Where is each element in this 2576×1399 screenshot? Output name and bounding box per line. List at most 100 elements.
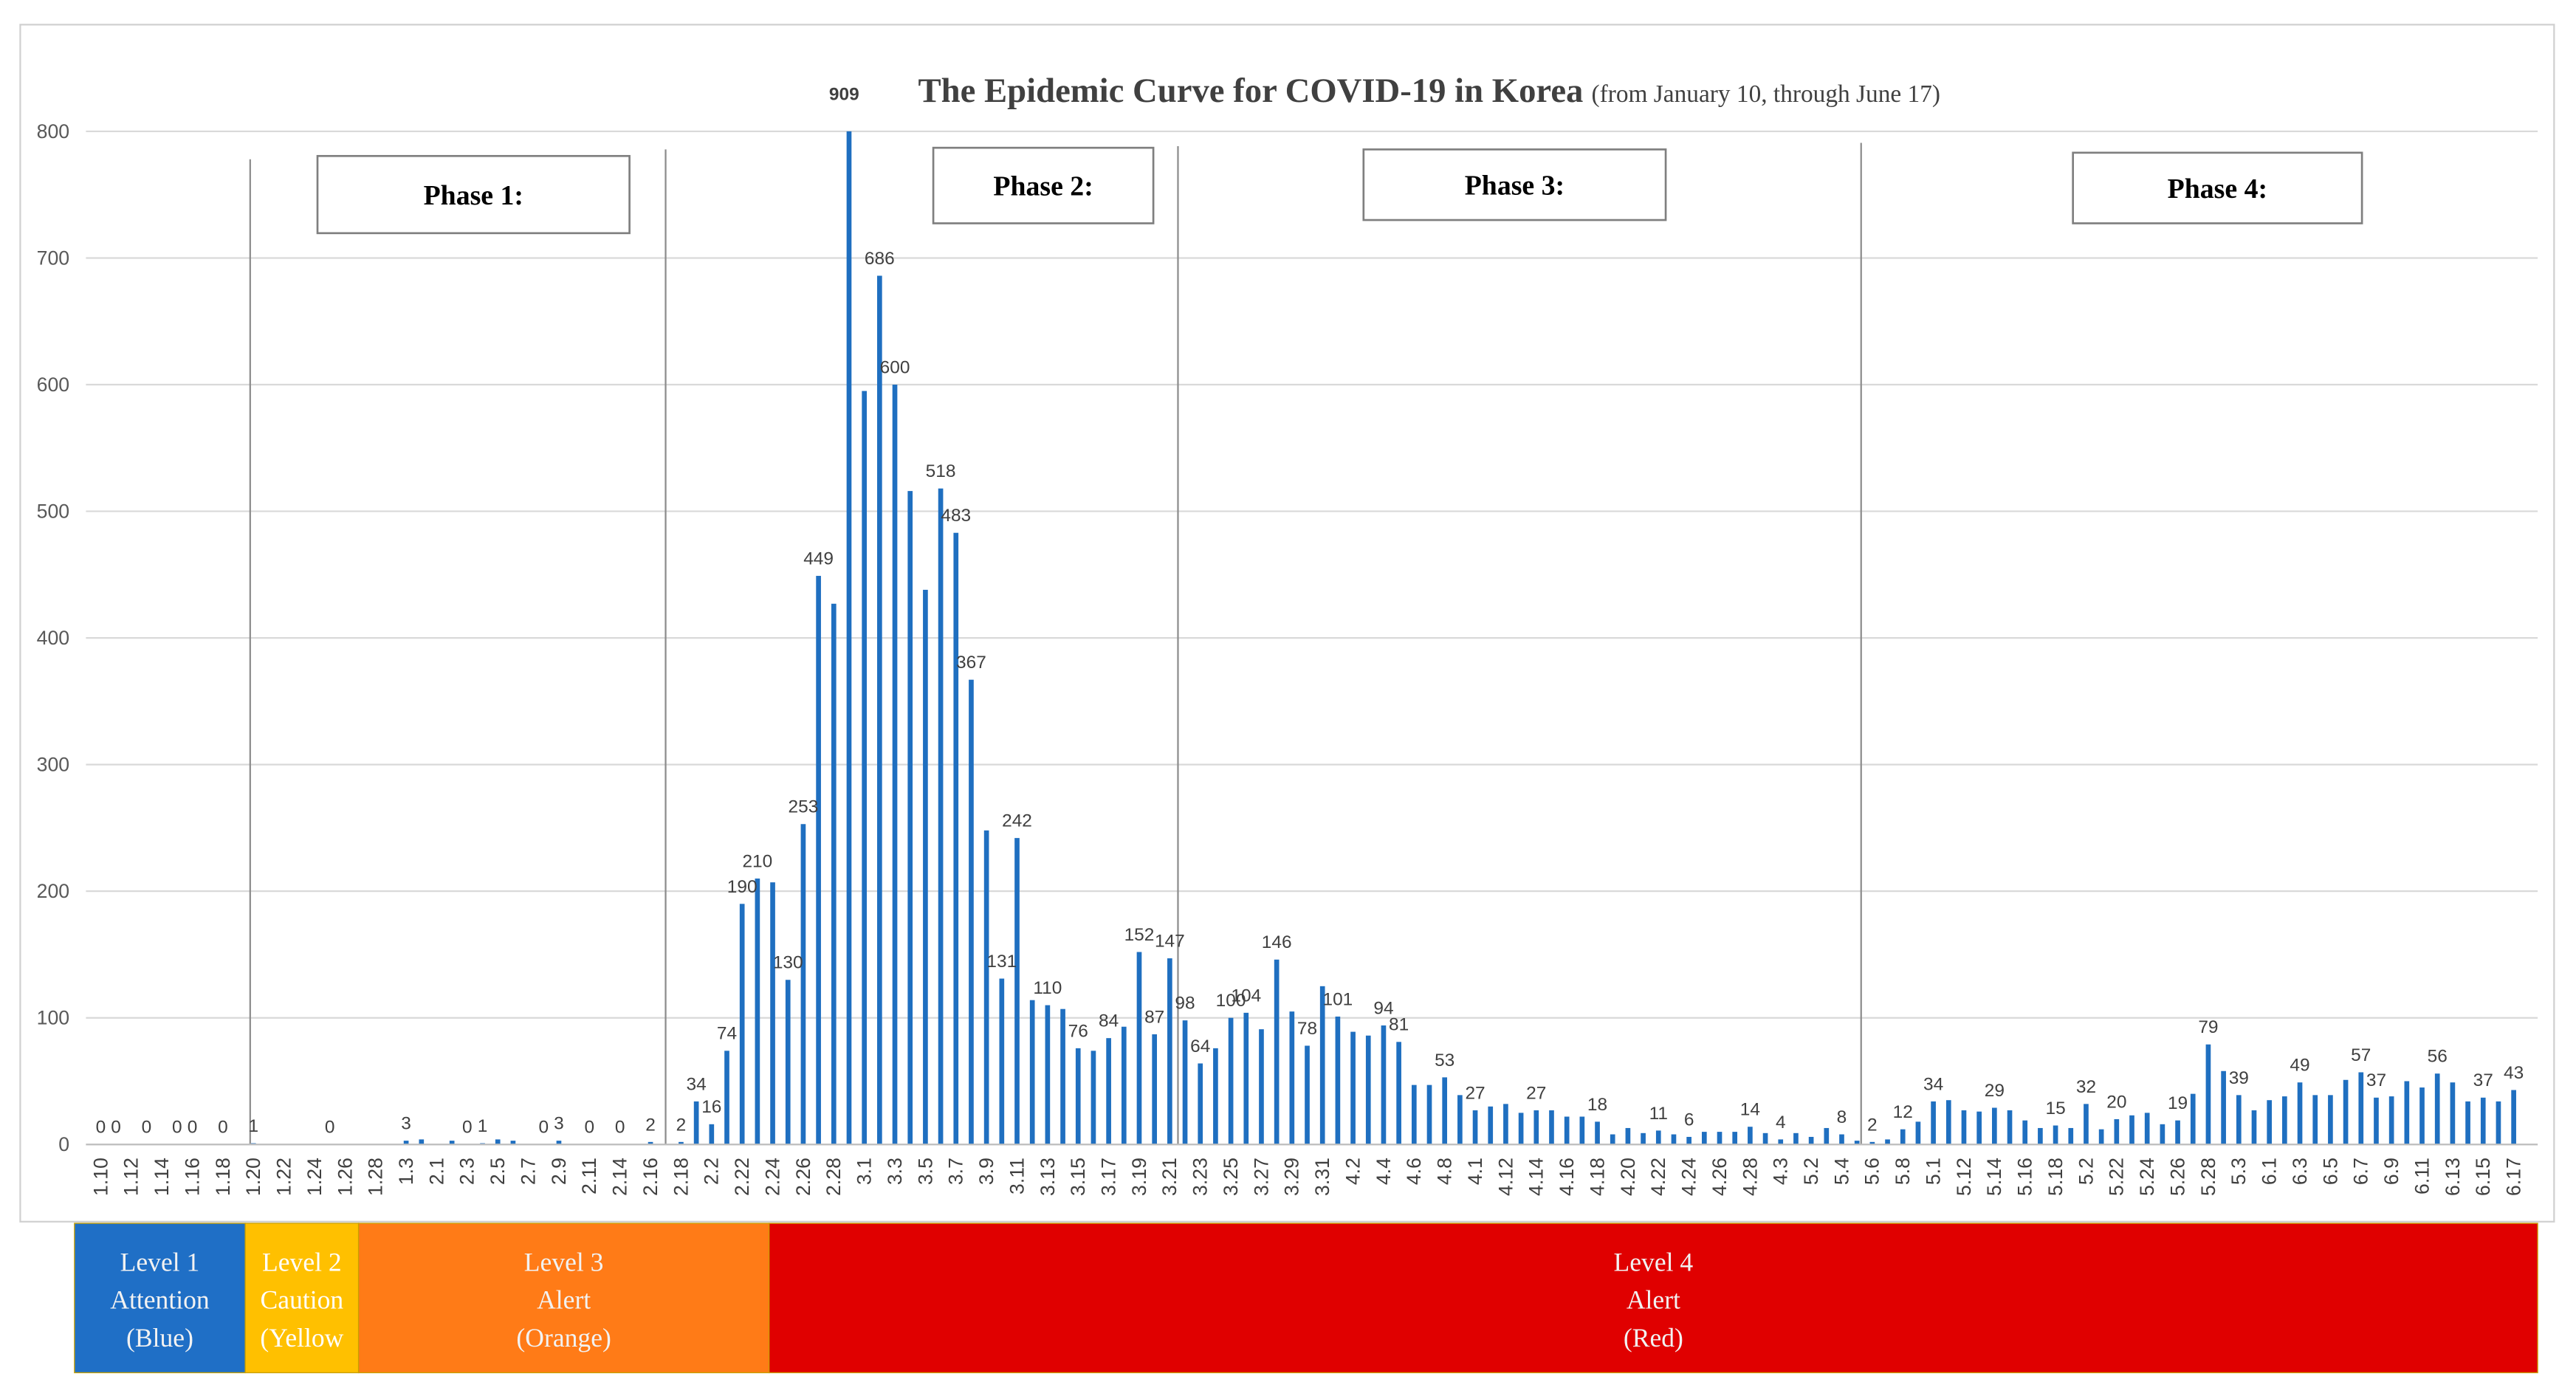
- bar: [1717, 1132, 1723, 1145]
- x-tick-label: 4.22: [1647, 1158, 1669, 1196]
- bar: [1686, 1136, 1691, 1145]
- value-label: 0: [188, 1118, 198, 1138]
- value-label: 56: [2428, 1047, 2448, 1067]
- value-label: 4: [1776, 1113, 1786, 1132]
- x-tick-label: 4.16: [1556, 1158, 1578, 1196]
- bar: [846, 131, 852, 1145]
- bar: [2496, 1101, 2501, 1145]
- value-label: 11: [1649, 1104, 1668, 1124]
- y-tick-label: 800: [37, 120, 70, 142]
- chart-subtitle: (from January 10, through June 17): [1592, 80, 1941, 108]
- alert-level: [768, 1223, 2538, 1374]
- phase-label: Phase 2:: [993, 171, 1093, 202]
- bar: [1182, 1020, 1188, 1145]
- x-tick-label: 2.24: [761, 1158, 783, 1196]
- bar: [2358, 1072, 2364, 1145]
- bar: [419, 1139, 425, 1145]
- x-tick-label: 2.26: [792, 1158, 814, 1196]
- alert-level-text: (Blue): [126, 1323, 193, 1352]
- bar: [1869, 1141, 1875, 1145]
- value-label: 2: [1867, 1115, 1878, 1135]
- bar: [1762, 1132, 1768, 1145]
- bar: [831, 603, 837, 1145]
- x-tick-label: 2.2: [701, 1158, 723, 1185]
- bar: [556, 1141, 562, 1145]
- x-tick-label: 4.20: [1617, 1158, 1639, 1196]
- x-tick-label: 4.8: [1434, 1158, 1456, 1185]
- bar: [1533, 1110, 1539, 1145]
- bar: [2098, 1129, 2104, 1145]
- value-label: 190: [727, 877, 758, 897]
- bar: [2465, 1101, 2470, 1145]
- x-tick-label: 1.26: [334, 1158, 356, 1196]
- x-tick-label: 2.7: [517, 1158, 539, 1185]
- bar: [1228, 1017, 1234, 1145]
- bar: [800, 824, 806, 1145]
- value-label: 253: [789, 797, 819, 817]
- bar: [2297, 1082, 2303, 1145]
- x-tick-label: 6.7: [2350, 1158, 2372, 1185]
- bar: [1564, 1116, 1570, 1145]
- bar: [1136, 952, 1142, 1145]
- alert-level-text: Caution: [261, 1285, 344, 1315]
- phase-box: [932, 146, 1155, 224]
- bar: [1029, 1000, 1035, 1145]
- x-tick-label: 5.14: [1983, 1158, 2005, 1196]
- bar: [1671, 1134, 1677, 1145]
- bar: [1365, 1035, 1371, 1145]
- x-tick-label: 3.19: [1128, 1158, 1150, 1196]
- x-tick-label: 1.14: [151, 1158, 173, 1196]
- x-tick-label: 5.6: [1861, 1158, 1883, 1185]
- bar: [2084, 1104, 2089, 1145]
- bar: [999, 978, 1005, 1145]
- bar: [1319, 986, 1325, 1145]
- phase-box: [2072, 151, 2363, 224]
- bar: [724, 1051, 729, 1145]
- bar: [1915, 1121, 1921, 1145]
- bar: [648, 1141, 653, 1145]
- x-tick-label: 3.3: [884, 1158, 906, 1185]
- bar: [953, 532, 959, 1145]
- bar: [1014, 838, 1020, 1145]
- bar: [2404, 1081, 2410, 1145]
- x-tick-label: 6.1: [2259, 1158, 2281, 1185]
- bar: [1305, 1045, 1310, 1145]
- phase-label: Phase 4:: [2168, 173, 2267, 204]
- y-tick-label: 600: [37, 374, 70, 396]
- bar: [693, 1101, 699, 1145]
- x-tick-label: 5.2: [1800, 1158, 1822, 1185]
- bar: [2388, 1096, 2394, 1145]
- x-tick-label: 1.12: [120, 1158, 142, 1196]
- bar: [2251, 1110, 2257, 1145]
- value-label: 100: [1216, 991, 1246, 1011]
- bar: [1350, 1031, 1356, 1145]
- x-tick-label: 4.4: [1373, 1158, 1395, 1185]
- value-label: 152: [1124, 925, 1155, 945]
- phase-box: [1362, 148, 1667, 221]
- x-tick-label: 2.16: [639, 1158, 662, 1196]
- bar: [892, 385, 898, 1145]
- x-tick-label: 2.11: [578, 1158, 600, 1195]
- bar: [449, 1141, 455, 1145]
- bar: [2511, 1090, 2516, 1145]
- bar: [1457, 1095, 1463, 1145]
- alert-level-text: (Orange): [516, 1323, 611, 1352]
- alert-level-text: Alert: [537, 1285, 591, 1315]
- bar: [2068, 1127, 2074, 1145]
- bar: [862, 391, 867, 1145]
- bar: [1213, 1048, 1218, 1145]
- bar: [2160, 1124, 2165, 1145]
- y-tick-label: 200: [37, 880, 70, 902]
- bar: [1259, 1029, 1264, 1145]
- bar: [1793, 1132, 1799, 1145]
- bar: [2190, 1093, 2196, 1145]
- alert-level: [74, 1223, 246, 1374]
- x-tick-label: 1.16: [181, 1158, 203, 1196]
- bar: [923, 589, 928, 1145]
- value-label: 94: [1373, 998, 1393, 1018]
- y-tick-label: 300: [37, 754, 70, 776]
- value-label: 76: [1068, 1021, 1088, 1041]
- value-label: 0: [142, 1118, 152, 1138]
- bar: [2175, 1120, 2180, 1145]
